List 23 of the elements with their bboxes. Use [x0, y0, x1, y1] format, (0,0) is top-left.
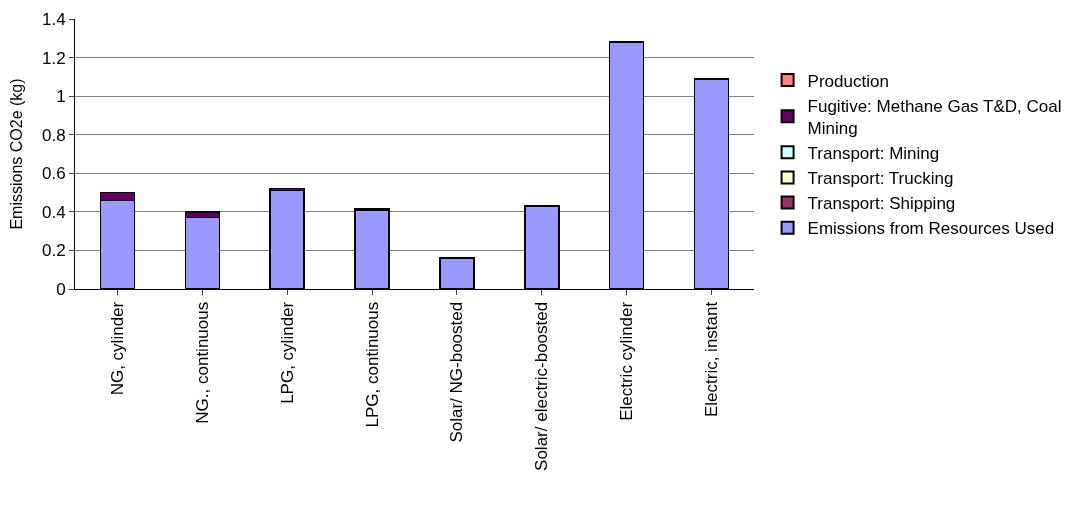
legend-label: Transport: Trucking — [807, 169, 954, 189]
x-tick-label: Solar/ NG-boosted — [447, 301, 467, 443]
y-tick-label: 1 — [56, 87, 66, 107]
x-tick-label: NG., continuous — [192, 301, 212, 424]
y-tick-label: 0.2 — [41, 241, 66, 261]
x-tick-label: Electric cylinder — [617, 301, 637, 421]
y-tick-label: 1.4 — [41, 9, 66, 29]
x-tick-label: NG, cylinder — [107, 301, 127, 396]
y-tick-label: 0 — [56, 279, 66, 299]
y-tick-label: 0.6 — [41, 164, 66, 184]
y-tick-label: 0.8 — [41, 125, 66, 145]
y-tick-label: 1.2 — [41, 48, 66, 68]
legend-label: Fugitive: Methane Gas T&D, Coal Mining — [807, 96, 1062, 138]
y-axis-title: Emissions CO2e (kg) — [7, 78, 25, 230]
legend-label: Transport: Mining — [807, 143, 940, 163]
legend-label: Production — [807, 71, 889, 91]
legend-label: Emissions from Resources Used — [807, 219, 1055, 239]
legend-label: Transport: Shipping — [807, 194, 956, 214]
x-tick-label: Solar/ electric-boosted — [532, 301, 552, 471]
x-tick-label: Electric, instant — [702, 301, 722, 418]
y-tick-label: 0.4 — [41, 202, 66, 222]
x-tick-label: LPG, continuous — [362, 301, 382, 428]
x-tick-label: LPG, cylinder — [277, 301, 297, 404]
